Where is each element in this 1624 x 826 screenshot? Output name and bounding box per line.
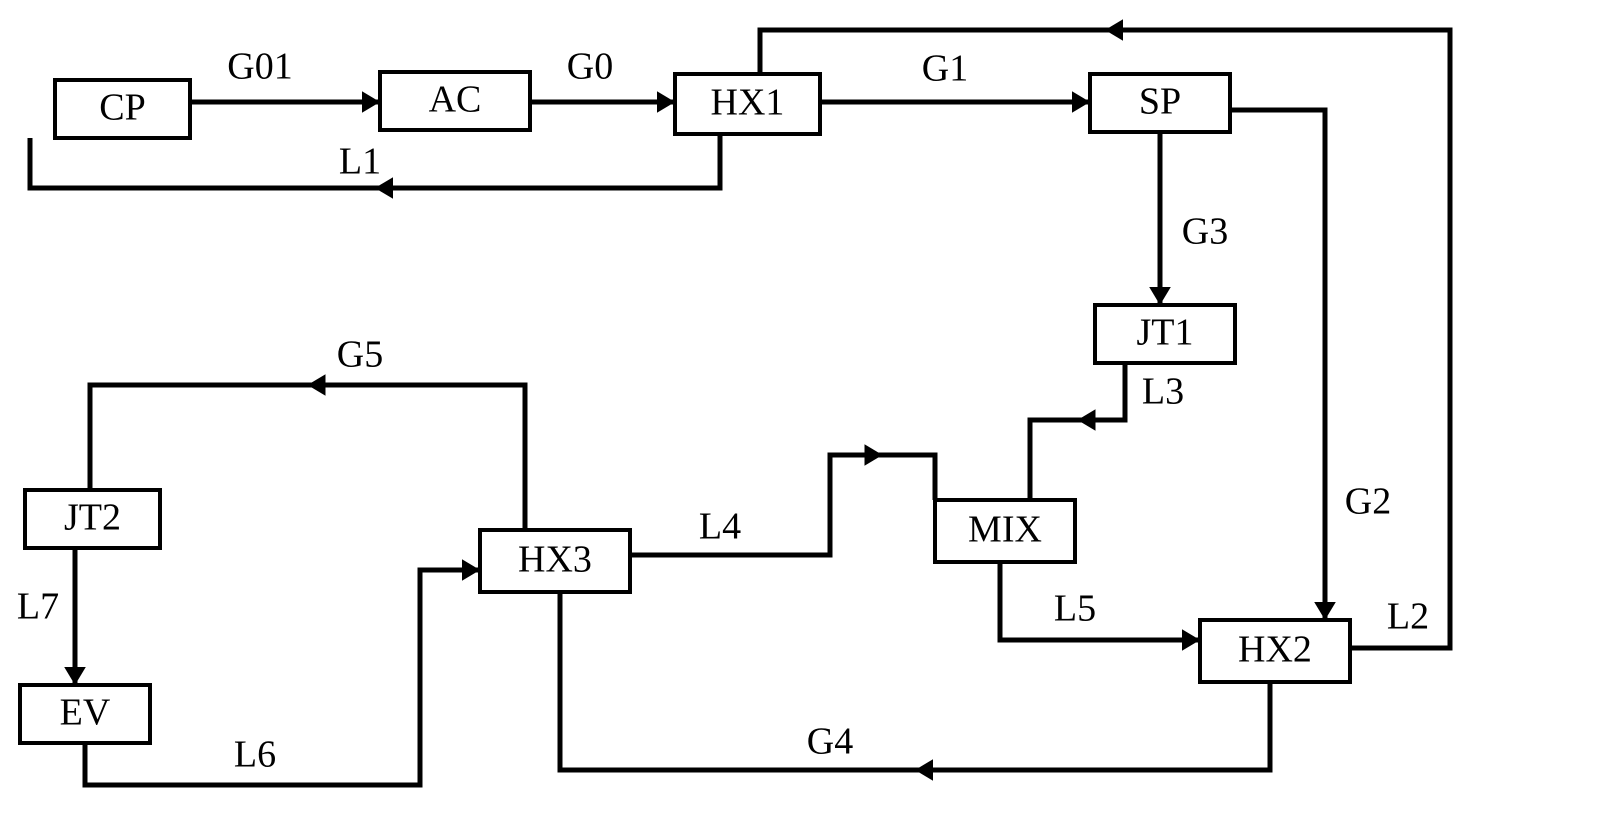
edge-label-G4: G4 — [807, 721, 853, 763]
node-label-MIX: MIX — [968, 509, 1042, 551]
edge-label-G0: G0 — [567, 46, 613, 88]
edge-label-L7: L7 — [17, 586, 59, 628]
edge-L6 — [85, 570, 480, 785]
edge-label-G5: G5 — [337, 334, 383, 376]
edge-label-G3: G3 — [1182, 211, 1228, 253]
node-label-CP: CP — [99, 87, 145, 129]
arrow-head — [362, 91, 380, 113]
edge-label-G01: G01 — [227, 46, 292, 88]
edge-label-L5: L5 — [1054, 588, 1096, 630]
node-label-AC: AC — [429, 79, 482, 121]
arrow-head — [462, 559, 480, 581]
edge-L4 — [630, 455, 935, 555]
arrow-head — [1182, 629, 1200, 651]
arrow-head — [1105, 19, 1123, 41]
node-label-HX2: HX2 — [1238, 629, 1312, 671]
edge-label-G1: G1 — [922, 48, 968, 90]
edge-G4 — [560, 592, 1270, 770]
node-label-HX1: HX1 — [711, 82, 785, 124]
arrow-head — [1072, 91, 1090, 113]
node-label-EV: EV — [60, 692, 111, 734]
node-label-SP: SP — [1139, 81, 1181, 123]
arrow-head — [64, 667, 86, 685]
edge-label-L1: L1 — [339, 141, 381, 183]
edge-label-G2: G2 — [1345, 481, 1391, 523]
node-label-JT2: JT2 — [64, 497, 121, 539]
arrow-head — [865, 444, 883, 466]
arrow-head — [1149, 287, 1171, 305]
node-label-JT1: JT1 — [1137, 312, 1194, 354]
edge-L3 — [1030, 363, 1125, 500]
edge-G2 — [1230, 110, 1325, 620]
arrow-head — [1314, 602, 1336, 620]
arrow-head — [1078, 409, 1096, 431]
edge-label-L6: L6 — [234, 734, 276, 776]
edge-L5 — [1000, 562, 1200, 640]
arrow-head — [308, 374, 326, 396]
arrow-head — [915, 759, 933, 781]
node-label-HX3: HX3 — [518, 539, 592, 581]
edge-label-L3: L3 — [1142, 371, 1184, 413]
edge-label-L2: L2 — [1387, 596, 1429, 638]
edge-label-L4: L4 — [699, 506, 741, 548]
arrow-head — [657, 91, 675, 113]
flow-diagram: G01 G0 G1 G3 G2 L2 L1 L3 L5 G4 L4 G5 L7 L6 CP AC HX1 SP JT… — [0, 0, 1624, 826]
